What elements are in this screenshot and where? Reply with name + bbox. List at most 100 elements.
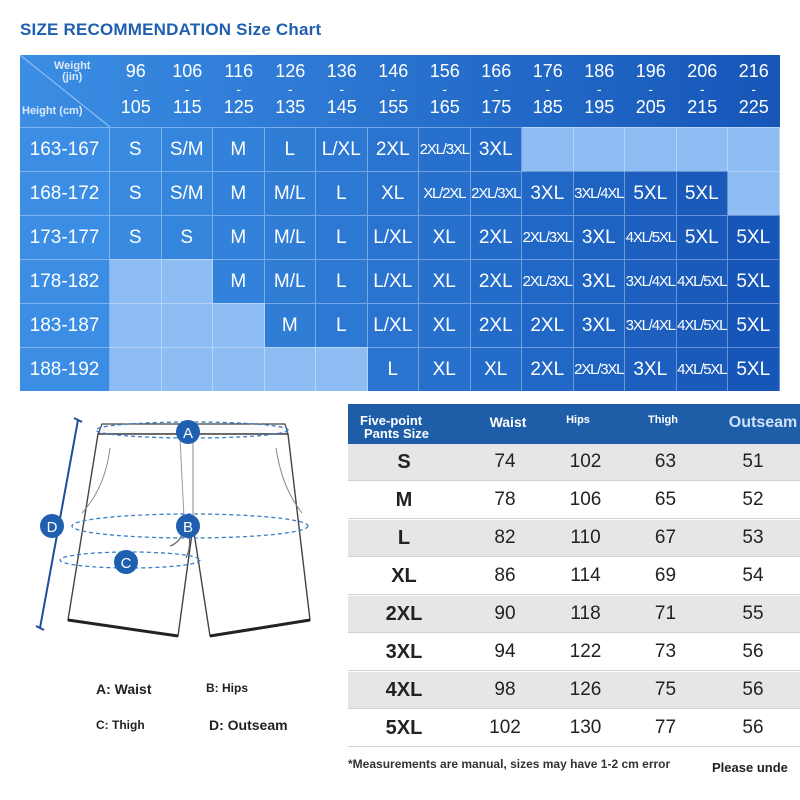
table-row: 4XL 98 126 75 56 bbox=[348, 672, 800, 709]
shorts-diagram: A B C D bbox=[20, 408, 320, 658]
weight-range-high: 115 bbox=[172, 97, 202, 117]
table-cell-thigh: 65 bbox=[654, 489, 677, 510]
size-cell-empty bbox=[213, 347, 265, 391]
weight-range-high: 185 bbox=[532, 97, 563, 117]
table-cell-thigh: 63 bbox=[654, 451, 677, 472]
size-cell: M/L bbox=[264, 171, 316, 215]
size-cell: S/M bbox=[161, 127, 213, 171]
weight-range-dash: - bbox=[133, 81, 139, 97]
weight-range-header: 216-225 bbox=[728, 55, 780, 127]
table-cell-hips: 130 bbox=[569, 717, 602, 738]
table-cell-hips: 110 bbox=[570, 527, 601, 548]
header-hips: Hips bbox=[566, 414, 590, 426]
size-cell-empty bbox=[728, 171, 780, 215]
table-cell-waist: 74 bbox=[494, 451, 516, 472]
size-cell: 5XL bbox=[676, 171, 728, 215]
size-cell: 3XL bbox=[470, 127, 522, 171]
table-cell-hips: 114 bbox=[570, 565, 601, 586]
table-row: M 78 106 65 52 bbox=[348, 482, 800, 519]
size-cell: M bbox=[264, 303, 316, 347]
weight-range-high: 215 bbox=[687, 97, 718, 117]
height-range-cell: 168-172 bbox=[20, 171, 110, 215]
legend-hips: B: Hips bbox=[206, 681, 248, 695]
weight-range-high: 175 bbox=[481, 97, 512, 117]
shorts-illustration: A B C D bbox=[35, 417, 311, 638]
svg-text:B: B bbox=[183, 519, 193, 536]
weight-range-low: 216 bbox=[738, 61, 769, 81]
table-cell-waist: 78 bbox=[494, 489, 516, 510]
size-cell-empty bbox=[728, 127, 780, 171]
table-cell-outseam: 56 bbox=[742, 641, 764, 662]
svg-text:D: D bbox=[47, 519, 58, 536]
table-row: XL 86 114 69 54 bbox=[348, 558, 800, 595]
weight-range-high: 195 bbox=[584, 97, 615, 117]
weight-range-header: 206-215 bbox=[677, 55, 729, 127]
table-cell-outseam: 54 bbox=[742, 565, 764, 586]
marker-d-icon: D bbox=[40, 514, 64, 538]
weight-unit: (jin) bbox=[62, 71, 83, 83]
table-cell-thigh: 77 bbox=[654, 717, 677, 738]
header-thigh: Thigh bbox=[648, 414, 678, 426]
size-cell-empty bbox=[316, 347, 368, 391]
size-cell-empty bbox=[110, 259, 162, 303]
size-cell: 5XL bbox=[728, 215, 780, 259]
table-cell-waist: 82 bbox=[494, 527, 516, 548]
table-cell-size: L bbox=[397, 526, 411, 549]
header-size: Five-point Pants Size bbox=[360, 414, 429, 440]
size-cell: L bbox=[316, 259, 368, 303]
size-cell: XL bbox=[419, 215, 471, 259]
weight-range-header: 136-145 bbox=[316, 55, 368, 127]
table-cell-thigh: 75 bbox=[654, 679, 677, 700]
table-cell-waist: 90 bbox=[494, 603, 516, 624]
size-cell: S bbox=[110, 215, 162, 259]
size-cell: L/XL bbox=[367, 303, 419, 347]
weight-range-header: 116-125 bbox=[213, 55, 265, 127]
weight-range-high: 145 bbox=[326, 97, 357, 117]
size-cell: 5XL bbox=[728, 347, 780, 391]
weight-range-high: 155 bbox=[378, 97, 409, 117]
table-cell-thigh: 73 bbox=[654, 641, 677, 662]
page-title: SIZE RECOMMENDATION Size Chart bbox=[20, 20, 322, 39]
measurement-table-header: Five-point Pants Size Waist Hips Thigh O… bbox=[348, 404, 800, 444]
table-cell-hips: 106 bbox=[569, 489, 602, 510]
size-cell: L/XL bbox=[316, 127, 368, 171]
table-row: S 74 102 63 51 bbox=[348, 444, 800, 481]
size-cell: 3XL bbox=[522, 171, 574, 215]
size-cell: S bbox=[110, 127, 162, 171]
weight-range-header: 166-175 bbox=[471, 55, 523, 127]
weight-range-dash: - bbox=[287, 81, 293, 97]
legend-thigh: C: Thigh bbox=[96, 718, 145, 732]
weight-range-low: 136 bbox=[326, 61, 357, 81]
weight-range-dash: - bbox=[545, 81, 551, 97]
grid-corner-header: Weight (jin) Height (cm) bbox=[20, 55, 110, 127]
size-cell: 2XL/3XL bbox=[573, 347, 625, 391]
weight-axis-label: Weight (jin) bbox=[54, 61, 90, 83]
weight-range-high: 205 bbox=[635, 97, 666, 117]
size-cell: 3XL/4XL bbox=[625, 303, 677, 347]
size-cell: M/L bbox=[264, 259, 316, 303]
header-size-line2: Pants Size bbox=[364, 426, 430, 441]
size-cell: 2XL bbox=[470, 303, 522, 347]
size-recommendation-grid: Weight (jin) Height (cm) 96-105 106-115 11… bbox=[20, 55, 800, 391]
size-cell: S/M bbox=[161, 171, 213, 215]
size-cell: 4XL/5XL bbox=[676, 347, 728, 391]
weight-range-low: 156 bbox=[429, 61, 460, 81]
table-cell-waist: 86 bbox=[494, 565, 516, 586]
table-cell-size: 2XL bbox=[385, 602, 423, 625]
measurement-note: *Measurements are manual, sizes may have… bbox=[348, 757, 671, 771]
height-axis-label: Height (cm) bbox=[22, 105, 83, 117]
size-cell: L bbox=[367, 347, 419, 391]
size-cell: 3XL/4XL bbox=[625, 259, 677, 303]
table-cell-size: M bbox=[395, 488, 413, 511]
size-cell-empty bbox=[161, 303, 213, 347]
weight-range-low: 186 bbox=[584, 61, 615, 81]
size-cell: 4XL/5XL bbox=[676, 303, 728, 347]
size-cell-empty bbox=[625, 127, 677, 171]
header-outseam: Outseam bbox=[728, 414, 798, 431]
size-cell: 3XL bbox=[573, 259, 625, 303]
size-cell: 2XL/3XL bbox=[419, 127, 471, 171]
size-cell-empty bbox=[676, 127, 728, 171]
weight-range-low: 166 bbox=[481, 61, 512, 81]
size-cell: 3XL bbox=[573, 215, 625, 259]
weight-range-header: 176-185 bbox=[522, 55, 574, 127]
